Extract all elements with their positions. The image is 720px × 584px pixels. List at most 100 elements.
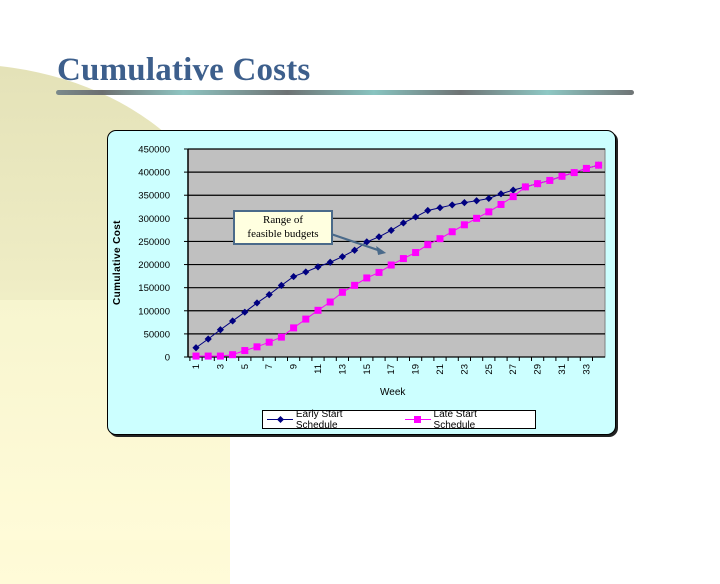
late-start-line <box>196 164 599 357</box>
x-tick-label: 13 <box>337 364 348 375</box>
x-tick-label: 15 <box>362 364 373 375</box>
annotation-line-2: feasible budgets <box>247 228 319 240</box>
y-tick-label: 0 <box>165 353 170 364</box>
square-marker-icon <box>241 347 249 355</box>
square-marker-icon <box>277 333 285 341</box>
diamond-marker-icon <box>412 213 420 221</box>
x-tick-label: 9 <box>289 364 300 369</box>
diamond-marker-icon <box>204 335 212 343</box>
legend-item-late: Late Start Schedule <box>404 408 521 431</box>
square-marker-icon <box>497 200 505 208</box>
diamond-marker-icon <box>497 190 505 198</box>
diamond-marker-icon <box>229 317 237 325</box>
y-tick-label: 100000 <box>138 306 170 317</box>
legend-item-early: Early Start Schedule <box>267 409 387 431</box>
square-marker-icon <box>485 208 493 216</box>
square-marker-icon <box>546 176 554 184</box>
annotation-box: Range of feasible budgets <box>233 210 333 245</box>
diamond-marker-icon <box>302 268 310 276</box>
square-marker-icon <box>204 352 212 360</box>
x-tick-label: 11 <box>313 364 324 374</box>
square-marker-icon <box>460 221 468 229</box>
x-tick-label: 27 <box>508 364 519 375</box>
title-underline <box>56 90 634 95</box>
square-marker-icon <box>253 343 261 351</box>
square-marker-icon <box>595 161 603 169</box>
diamond-marker-icon <box>265 291 273 299</box>
square-marker-icon <box>338 288 346 296</box>
diamond-marker-icon <box>363 238 371 246</box>
square-marker-icon <box>412 249 420 257</box>
square-marker-icon <box>290 324 298 332</box>
square-marker-icon <box>534 180 542 188</box>
arrowhead-icon <box>376 246 387 255</box>
square-marker-icon <box>473 214 481 222</box>
square-marker-icon <box>229 351 237 359</box>
diamond-marker-icon <box>326 258 334 266</box>
x-tick-label: 1 <box>191 364 202 369</box>
x-tick-label: 21 <box>435 364 446 375</box>
diamond-marker-icon <box>473 197 481 205</box>
x-tick-label: 5 <box>240 364 251 369</box>
square-marker-icon <box>582 164 590 172</box>
square-marker-icon <box>387 261 395 269</box>
diamond-marker-icon <box>253 299 261 307</box>
x-tick-label: 25 <box>484 364 495 375</box>
diamond-marker-icon <box>277 281 285 289</box>
diamond-marker-icon <box>375 233 383 241</box>
chart-legend: Early Start Schedule Late Start Schedule <box>262 408 536 431</box>
square-marker-icon <box>302 315 310 323</box>
plot-area <box>187 148 606 358</box>
square-marker-icon <box>351 281 359 289</box>
x-axis-label: Week <box>380 387 406 398</box>
diamond-marker-icon <box>267 415 293 425</box>
diamond-marker-icon <box>290 272 298 281</box>
x-tick-label: 3 <box>215 364 226 369</box>
square-marker-icon <box>216 352 224 360</box>
x-tick-label: 19 <box>411 364 422 375</box>
diamond-marker-icon <box>448 201 456 209</box>
diamond-marker-icon <box>387 226 395 234</box>
diamond-marker-icon <box>485 194 493 203</box>
y-tick-label: 300000 <box>138 214 170 225</box>
y-tick-label: 150000 <box>138 283 170 294</box>
diamond-marker-icon <box>436 204 444 212</box>
y-tick-label: 400000 <box>138 168 170 179</box>
legend-label-early: Early Start Schedule <box>295 408 343 431</box>
diamond-marker-icon <box>351 246 359 254</box>
square-marker-icon <box>265 338 273 346</box>
diamond-marker-icon <box>509 186 517 194</box>
square-marker-icon <box>192 352 200 360</box>
line-chart: 0 50000 100000 150000 200000 250000 300000 3500… <box>138 145 606 375</box>
square-marker-icon <box>570 169 578 177</box>
x-tick-label: 17 <box>386 364 397 375</box>
square-marker-icon <box>558 172 566 180</box>
x-tick-label: 31 <box>557 364 568 375</box>
legend-label-late: Late Start Schedule <box>433 408 477 431</box>
square-marker-icon <box>399 255 407 263</box>
x-tick-label: 29 <box>533 364 544 375</box>
y-tick-label: 250000 <box>138 237 170 248</box>
diamond-marker-icon <box>399 219 407 227</box>
x-tick-label: 33 <box>581 364 592 375</box>
y-tick-label: 50000 <box>144 329 170 340</box>
square-marker-icon <box>521 183 529 191</box>
square-marker-icon <box>509 193 517 201</box>
x-tick-label: 23 <box>459 364 470 375</box>
diamond-marker-icon <box>338 253 346 261</box>
y-tick-label: 450000 <box>138 145 170 156</box>
x-tick-label: 7 <box>264 364 275 369</box>
y-tick-label: 200000 <box>138 260 170 271</box>
square-marker-icon <box>314 306 322 314</box>
diamond-marker-icon <box>460 199 468 207</box>
y-axis-label: Cumulative Cost <box>112 220 123 305</box>
square-marker-icon <box>436 235 444 243</box>
annotation-arrow <box>330 232 383 253</box>
diamond-marker-icon <box>424 206 432 215</box>
annotation-line-1: Range of <box>262 214 303 226</box>
slide-title: Cumulative Costs <box>57 52 311 88</box>
diamond-marker-icon <box>241 308 249 316</box>
diamond-marker-icon <box>314 263 322 271</box>
y-tick-label: 350000 <box>138 191 170 202</box>
square-marker-icon <box>363 274 371 282</box>
